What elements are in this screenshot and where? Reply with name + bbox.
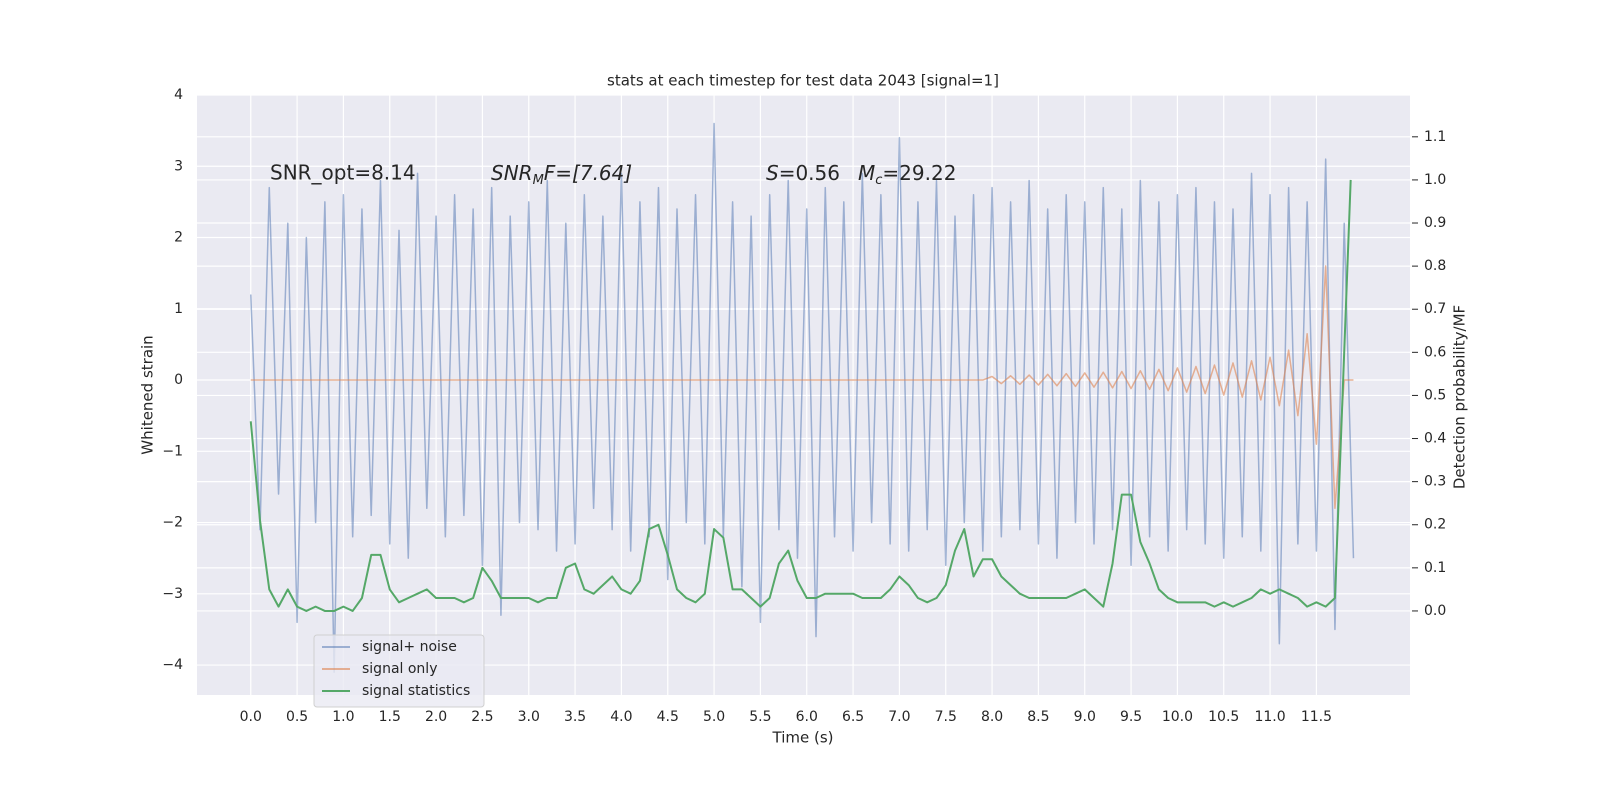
x-tick-label: 10.0 <box>1162 709 1193 725</box>
y-tick-label: 1 <box>174 301 183 317</box>
y-tick-label: −2 <box>162 515 183 531</box>
x-tick-label: 9.5 <box>1120 709 1142 725</box>
legend-label: signal only <box>362 661 437 677</box>
legend-label: signal+ noise <box>362 639 457 655</box>
y2-tick-label: 1.0 <box>1424 172 1446 188</box>
x-tick-label: 3.0 <box>518 709 540 725</box>
y2-tick-label: 0.3 <box>1424 474 1446 490</box>
annotation-part: SNR <box>491 161 533 185</box>
annotation-part: S <box>766 161 779 185</box>
x-tick-label: 6.0 <box>796 709 818 725</box>
y-axis-label: Whitened strain <box>139 335 157 454</box>
y-tick-label: −3 <box>162 586 183 602</box>
y2-axis-label: Detection probability/MF <box>1451 305 1469 489</box>
x-tick-label: 5.5 <box>749 709 771 725</box>
annotation: S=0.56 <box>766 161 840 185</box>
x-tick-label: 3.5 <box>564 709 586 725</box>
y2-tick-label: 0.8 <box>1424 258 1446 274</box>
annotation-part: =0.56 <box>779 161 840 185</box>
x-tick-label: 10.5 <box>1208 709 1239 725</box>
y-tick-label: 2 <box>174 230 183 246</box>
legend-box <box>313 634 485 708</box>
y-tick-label: 0 <box>174 372 183 388</box>
y2-tick-label: 0.2 <box>1424 517 1446 533</box>
y-tick-label: 4 <box>174 87 183 103</box>
x-tick-label: 4.5 <box>657 709 679 725</box>
annotation: SNRMF=[7.64] <box>491 161 632 188</box>
y-tick-label: −4 <box>162 657 183 673</box>
y2-tick-label: 0.1 <box>1424 560 1446 576</box>
annotation-part: =29.22 <box>882 161 956 185</box>
chart-title: stats at each timestep for test data 204… <box>607 72 999 90</box>
series-line <box>249 179 1352 612</box>
x-tick-label: 1.0 <box>332 709 354 725</box>
x-axis-label: Time (s) <box>772 729 834 747</box>
y2-tick-label: 0.9 <box>1424 215 1446 231</box>
x-tick-label: 7.5 <box>935 709 957 725</box>
x-tick-label: 11.5 <box>1301 709 1332 725</box>
x-tick-label: 2.0 <box>425 709 447 725</box>
x-tick-label: 8.5 <box>1027 709 1049 725</box>
x-tick-label: 4.0 <box>610 709 632 725</box>
x-tick-label: 5.0 <box>703 709 725 725</box>
annotation: SNR_opt=8.14 <box>270 161 416 185</box>
series-line <box>250 265 1354 510</box>
annotation-sub: M <box>533 173 544 188</box>
y-tick-label: 3 <box>174 158 183 174</box>
y2-tick-label: 0.5 <box>1424 387 1446 403</box>
x-tick-label: 0.0 <box>240 709 262 725</box>
x-tick-label: 2.5 <box>471 709 493 725</box>
y2-tick-label: 0.6 <box>1424 344 1446 360</box>
annotation: Mc=29.22 <box>858 161 956 188</box>
y2-tick-label: 0.0 <box>1424 603 1446 619</box>
x-tick-label: 6.5 <box>842 709 864 725</box>
legend-label: signal statistics <box>362 683 470 699</box>
x-tick-label: 1.5 <box>379 709 401 725</box>
y2-tick-label: 0.7 <box>1424 301 1446 317</box>
y-tick-label: −1 <box>162 443 183 459</box>
annotation-part: M <box>858 161 875 185</box>
x-tick-label: 8.0 <box>981 709 1003 725</box>
x-tick-label: 9.0 <box>1074 709 1096 725</box>
y2-tick-label: 1.1 <box>1424 129 1446 145</box>
annotation-sub: c <box>875 173 882 188</box>
y2-tick-label: 0.4 <box>1424 431 1446 447</box>
x-tick-label: 11.0 <box>1254 709 1285 725</box>
annotation-part: F=[7.64] <box>544 161 632 185</box>
x-tick-label: 7.0 <box>888 709 910 725</box>
series-line <box>250 122 1355 673</box>
x-tick-label: 0.5 <box>286 709 308 725</box>
